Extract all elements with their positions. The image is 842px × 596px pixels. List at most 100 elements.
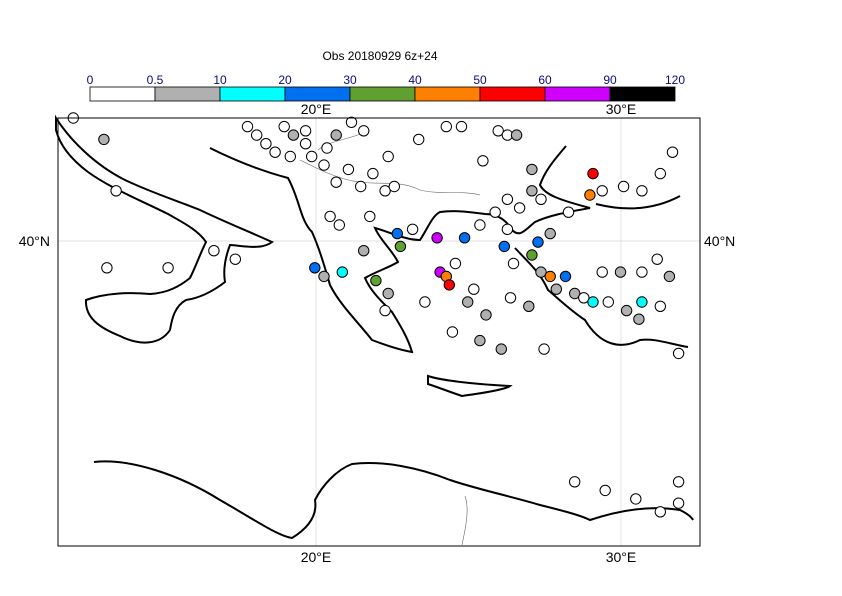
colorbar-tick-label: 40 xyxy=(408,73,422,87)
italy-coastline xyxy=(55,114,274,344)
station-marker xyxy=(299,125,312,137)
station-marker xyxy=(614,266,627,278)
colorbar-swatch xyxy=(609,86,676,102)
station-marker xyxy=(654,167,666,180)
station-marker xyxy=(587,167,599,180)
coastlines xyxy=(55,114,694,546)
station-marker xyxy=(654,300,666,312)
station-marker xyxy=(382,287,394,300)
station-marker xyxy=(458,232,471,244)
lon-top-30: 30°E xyxy=(606,101,637,117)
station-marker xyxy=(251,129,263,141)
station-marker xyxy=(630,493,642,505)
station-marker xyxy=(287,129,300,141)
station-marker xyxy=(569,476,581,488)
station-marker xyxy=(345,116,358,129)
station-marker xyxy=(462,296,474,308)
station-marker xyxy=(617,180,630,193)
station-marker xyxy=(333,219,345,231)
station-marker xyxy=(388,180,400,193)
station-marker xyxy=(406,223,419,236)
station-marker xyxy=(587,296,599,308)
station-marker xyxy=(299,138,312,150)
station-marker xyxy=(526,185,538,197)
station-marker xyxy=(672,347,685,360)
station-marker xyxy=(364,210,376,223)
station-marker xyxy=(309,262,321,274)
station-marker xyxy=(501,193,514,206)
station-marker xyxy=(101,262,113,274)
colorbar-tick-label: 90 xyxy=(603,73,617,87)
station-marker xyxy=(523,300,535,312)
station-marker xyxy=(474,219,486,231)
africa-coastline xyxy=(93,460,694,540)
station-marker xyxy=(636,296,648,308)
station-marker xyxy=(330,176,342,188)
station-marker xyxy=(370,274,382,287)
station-marker xyxy=(413,133,425,146)
map-frame xyxy=(57,117,701,547)
station-marker xyxy=(672,497,685,509)
station-marker xyxy=(318,270,330,283)
station-marker xyxy=(504,292,517,304)
station-marker xyxy=(440,120,452,133)
station-marker xyxy=(446,326,459,338)
station-marker xyxy=(342,163,355,176)
station-marker xyxy=(379,185,391,197)
precipitation-colorbar: 0 0.5 10 20 30 40 50 60 90 120 xyxy=(87,73,685,102)
station-marker xyxy=(162,262,174,274)
station-marker xyxy=(584,189,596,201)
station-marker xyxy=(229,253,242,265)
station-marker xyxy=(672,476,685,488)
station-marker xyxy=(321,142,333,154)
station-marker xyxy=(535,266,547,278)
station-marker xyxy=(379,304,391,317)
colorbar-tick-label: 50 xyxy=(473,73,487,87)
station-marker xyxy=(578,292,590,304)
station-marker xyxy=(636,185,648,197)
tick-labels: 20°E 30°E 20°E 30°E 40°N 40°N xyxy=(19,101,736,565)
station-marker xyxy=(513,202,526,214)
lat-left-40: 40°N xyxy=(19,233,50,249)
station-marker xyxy=(241,120,254,133)
map-title: Obs 20180929 6z+24 xyxy=(322,49,438,63)
station-marker xyxy=(498,240,510,253)
lon-bottom-30: 30°E xyxy=(606,549,637,565)
station-marker xyxy=(284,150,296,163)
station-marker xyxy=(468,283,480,295)
station-marker xyxy=(419,296,431,308)
station-marker xyxy=(391,227,403,240)
station-marker xyxy=(480,309,492,321)
station-marker xyxy=(544,270,556,283)
colorbar-tick-label: 60 xyxy=(538,73,552,87)
crete-coastline xyxy=(427,374,513,398)
station-marker xyxy=(602,296,614,308)
colorbar-tick-label: 10 xyxy=(213,73,227,87)
station-marker xyxy=(510,129,523,141)
station-marker xyxy=(336,266,348,278)
station-marker xyxy=(633,313,645,325)
station-marker xyxy=(318,159,330,171)
station-marker xyxy=(110,185,122,197)
colorbar-tick-label: 120 xyxy=(665,73,685,87)
station-marker xyxy=(495,343,507,355)
station-marker xyxy=(489,206,501,218)
station-marker xyxy=(538,343,550,355)
station-marker xyxy=(550,283,562,295)
station-marker xyxy=(526,163,538,176)
station-marker xyxy=(599,484,611,497)
station-marker xyxy=(355,180,367,193)
station-marker xyxy=(532,236,544,248)
lat-right-40: 40°N xyxy=(704,233,735,249)
station-marker xyxy=(562,206,575,218)
station-marker xyxy=(394,240,407,253)
station-marker xyxy=(382,150,394,163)
station-marker xyxy=(477,155,489,167)
station-marker xyxy=(651,253,663,265)
station-marker xyxy=(526,249,538,261)
station-marker xyxy=(278,120,290,133)
station-marker xyxy=(269,146,281,158)
colorbar-tick-label: 0.5 xyxy=(147,73,164,87)
lon-top-20: 20°E xyxy=(301,101,332,117)
